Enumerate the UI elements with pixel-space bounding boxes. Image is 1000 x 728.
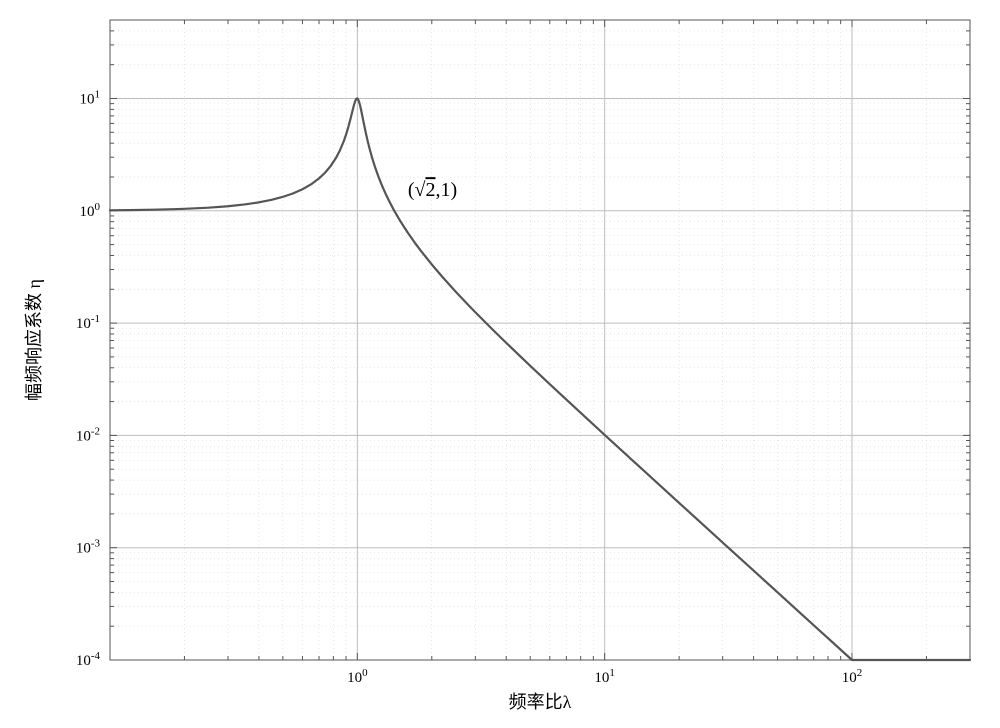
- annotation-sqrt2: (√2,1): [408, 179, 457, 201]
- x-axis-label: 频率比λ: [509, 692, 572, 712]
- chart-svg: 10010110210-410-310-210-1100101频率比λ幅频响应系…: [0, 0, 1000, 728]
- chart-container: 10010110210-410-310-210-1100101频率比λ幅频响应系…: [0, 0, 1000, 728]
- y-axis-label: 幅频响应系数 η: [24, 279, 44, 401]
